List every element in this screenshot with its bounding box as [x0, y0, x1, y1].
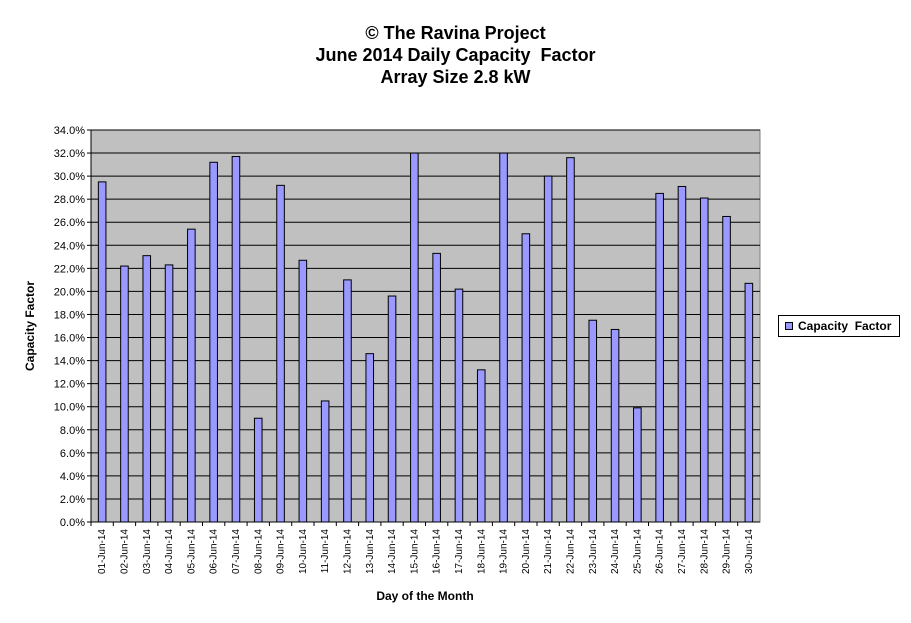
x-axis-label: Day of the Month	[376, 589, 473, 603]
bar	[566, 157, 575, 523]
bar	[231, 156, 241, 523]
x-tick-label: 11-Jun-14	[320, 529, 331, 574]
bar	[365, 353, 375, 523]
x-tick-label: 28-Jun-14	[699, 529, 710, 574]
bar	[655, 192, 664, 523]
x-tick-label: 19-Jun-14	[499, 529, 510, 574]
bar	[454, 288, 464, 523]
y-tick-label: 12.0%	[54, 379, 85, 391]
x-tick-label: 16-Jun-14	[432, 529, 443, 574]
bar	[677, 185, 687, 523]
bar	[253, 417, 263, 523]
x-tick-label: 20-Jun-14	[521, 529, 532, 574]
y-tick-label: 16.0%	[54, 333, 85, 345]
bar	[320, 400, 330, 523]
y-axis-label: Capacity Factor	[23, 281, 37, 371]
y-tick-label: 18.0%	[54, 309, 85, 321]
x-tick-label: 18-Jun-14	[476, 529, 487, 574]
y-tick-label: 0.0%	[60, 517, 85, 529]
bar	[343, 279, 352, 523]
bar	[164, 264, 174, 523]
x-tick-label: 21-Jun-14	[543, 529, 554, 574]
bar	[298, 259, 308, 523]
bar	[387, 295, 397, 523]
bars	[97, 152, 754, 523]
y-tick-label: 14.0%	[54, 356, 85, 368]
chart-title: © The Ravina Project June 2014 Daily Cap…	[0, 22, 911, 88]
x-tick-label: 03-Jun-14	[142, 529, 153, 574]
x-tick-label: 02-Jun-14	[119, 529, 130, 574]
y-tick-label: 8.0%	[60, 425, 85, 437]
bar	[699, 197, 709, 523]
bar	[432, 252, 441, 523]
x-tick-label: 15-Jun-14	[409, 529, 420, 574]
x-axis-ticks: 01-Jun-14 02-Jun-14 03-Jun-14 04-Jun-14 05-J…	[90, 521, 760, 574]
x-tick-label: 12-Jun-14	[342, 529, 353, 574]
legend-label: Capacity Factor	[798, 319, 892, 333]
y-tick-label: 6.0%	[60, 448, 85, 460]
y-axis-ticks: 0.0% 2.0% 4.0% 6.0% 8.0% 10.0% 12.0% 14.0% 16.0%…	[54, 125, 92, 529]
x-tick-label: 10-Jun-14	[298, 529, 309, 574]
bar	[588, 319, 598, 523]
x-tick-label: 14-Jun-14	[387, 529, 398, 574]
x-tick-label: 06-Jun-14	[209, 529, 220, 574]
x-tick-label: 07-Jun-14	[231, 529, 242, 574]
y-tick-label: 26.0%	[54, 217, 85, 229]
y-tick-label: 22.0%	[54, 263, 85, 275]
y-tick-label: 4.0%	[60, 471, 85, 483]
bar	[142, 255, 152, 523]
x-tick-label: 29-Jun-14	[722, 529, 733, 574]
x-tick-label: 30-Jun-14	[744, 529, 755, 574]
bar	[276, 184, 285, 523]
x-tick-label: 22-Jun-14	[565, 529, 576, 574]
x-tick-label: 24-Jun-14	[610, 529, 621, 574]
x-tick-label: 25-Jun-14	[632, 529, 643, 574]
x-tick-label: 01-Jun-14	[97, 529, 108, 574]
bar	[722, 215, 731, 523]
x-tick-label: 23-Jun-14	[588, 529, 599, 574]
y-tick-label: 24.0%	[54, 240, 85, 252]
y-tick-label: 10.0%	[54, 402, 85, 414]
y-tick-label: 32.0%	[54, 148, 85, 160]
chart-title-line-1: © The Ravina Project	[365, 23, 546, 43]
bar	[209, 161, 218, 523]
x-tick-label: 27-Jun-14	[677, 529, 688, 574]
y-tick-label: 2.0%	[60, 494, 85, 506]
bar	[610, 328, 620, 523]
x-tick-label: 08-Jun-14	[253, 529, 264, 574]
legend-swatch	[785, 322, 793, 330]
x-tick-label: 17-Jun-14	[454, 529, 465, 574]
bar	[476, 369, 486, 523]
bar	[97, 181, 107, 523]
x-tick-label: 05-Jun-14	[186, 529, 197, 574]
bar	[744, 282, 754, 523]
bar	[543, 175, 553, 523]
y-tick-label: 30.0%	[54, 171, 85, 183]
chart-title-line-3: Array Size 2.8 kW	[380, 67, 531, 87]
x-tick-label: 04-Jun-14	[164, 529, 175, 574]
x-tick-label: 09-Jun-14	[276, 529, 287, 574]
y-tick-label: 20.0%	[54, 286, 85, 298]
y-tick-label: 34.0%	[54, 125, 85, 137]
legend: Capacity Factor	[778, 315, 900, 337]
bar	[521, 233, 531, 523]
bar	[499, 152, 508, 523]
bar	[187, 228, 196, 523]
chart-title-line-2: June 2014 Daily Capacity Factor	[315, 45, 596, 65]
bar	[633, 407, 642, 523]
x-tick-label: 13-Jun-14	[365, 529, 376, 574]
bar	[410, 152, 419, 523]
x-tick-label: 26-Jun-14	[655, 529, 666, 574]
bar	[120, 265, 129, 523]
plot-area	[90, 129, 761, 523]
y-tick-label: 28.0%	[54, 194, 85, 206]
